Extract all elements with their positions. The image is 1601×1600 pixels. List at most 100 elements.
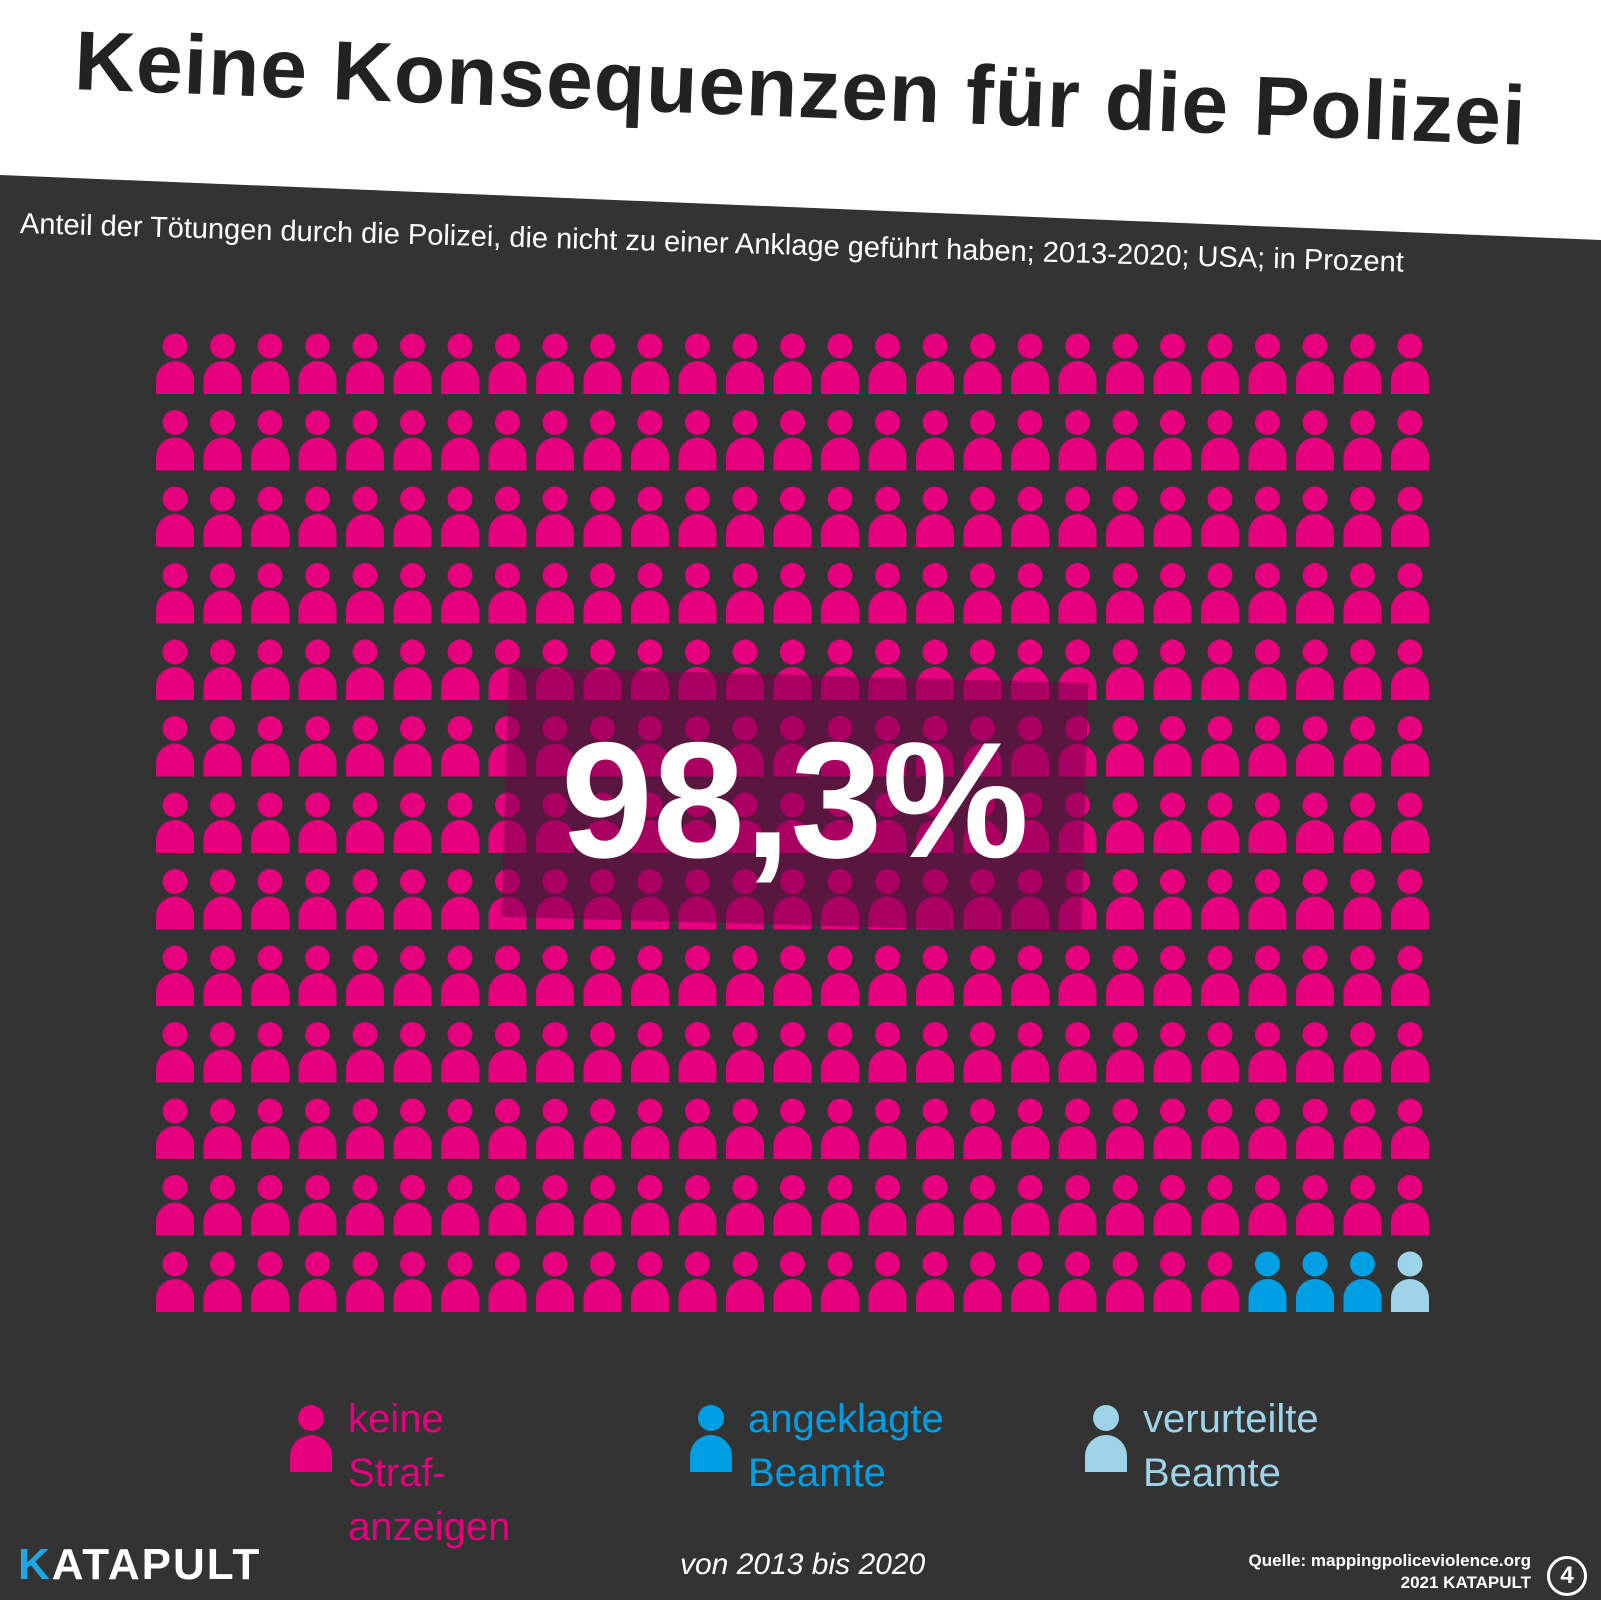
waffle-person-icon xyxy=(631,1175,669,1236)
waffle-person-icon xyxy=(298,333,337,394)
waffle-person-icon xyxy=(346,792,384,853)
waffle-person-icon xyxy=(1391,869,1429,930)
waffle-person-icon xyxy=(773,1022,812,1083)
waffle-person-icon xyxy=(1248,716,1287,777)
waffle-person-icon xyxy=(441,486,479,547)
waffle-person-icon xyxy=(251,639,289,700)
waffle-person-icon xyxy=(346,486,384,547)
waffle-person-icon xyxy=(868,486,907,547)
waffle-person-icon xyxy=(773,563,812,624)
waffle-person-icon xyxy=(1153,869,1192,930)
waffle-person-icon xyxy=(821,1175,859,1236)
waffle-person-icon xyxy=(963,486,1002,547)
waffle-person-icon xyxy=(1201,792,1239,853)
waffle-person-icon xyxy=(773,486,812,547)
legend-convicted-line1: verurteilte xyxy=(1143,1397,1319,1441)
waffle-person-icon xyxy=(1296,1175,1334,1236)
waffle-person-icon xyxy=(1296,563,1334,624)
waffle-person-icon xyxy=(1201,716,1239,777)
waffle-person-icon xyxy=(1391,792,1429,853)
waffle-person-icon xyxy=(298,486,337,547)
waffle-person-icon xyxy=(1248,486,1287,547)
waffle-person-icon xyxy=(1153,333,1192,394)
waffle-person-icon xyxy=(1201,1251,1239,1312)
waffle-person-icon xyxy=(963,1098,1002,1159)
waffle-person-icon xyxy=(1248,1175,1287,1236)
waffle-person-icon xyxy=(441,563,479,624)
waffle-person-icon xyxy=(393,410,432,471)
waffle-person-icon xyxy=(1248,1098,1287,1159)
waffle-person-icon xyxy=(1391,1175,1429,1236)
waffle-person-icon xyxy=(583,1175,622,1236)
waffle-person-icon xyxy=(251,716,289,777)
waffle-person-icon xyxy=(488,410,527,471)
waffle-person-icon xyxy=(156,410,194,471)
waffle-person-icon xyxy=(536,1022,574,1083)
waffle-person-icon xyxy=(583,563,622,624)
waffle-person-icon xyxy=(488,945,527,1006)
waffle-person-icon xyxy=(1248,945,1287,1006)
waffle-person-icon xyxy=(298,945,337,1006)
waffle-person-icon xyxy=(868,563,907,624)
legend-convicted-line2: Beamte xyxy=(1143,1451,1281,1495)
waffle-person-icon xyxy=(1248,410,1287,471)
person-icon xyxy=(1085,1405,1127,1472)
waffle-person-icon xyxy=(203,1098,242,1159)
waffle-person-icon xyxy=(346,1251,384,1312)
waffle-person-icon xyxy=(346,410,384,471)
waffle-person-icon xyxy=(298,1022,337,1083)
waffle-person-icon xyxy=(1248,333,1287,394)
waffle-person-icon xyxy=(1296,1251,1334,1312)
waffle-person-icon xyxy=(393,333,432,394)
waffle-person-icon xyxy=(488,1175,527,1236)
waffle-person-icon xyxy=(1153,1022,1192,1083)
waffle-person-icon xyxy=(678,1022,717,1083)
waffle-person-icon xyxy=(156,1022,194,1083)
waffle-person-icon xyxy=(251,333,289,394)
waffle-person-icon xyxy=(1011,486,1049,547)
waffle-person-icon xyxy=(536,563,574,624)
waffle-person-icon xyxy=(1106,486,1144,547)
waffle-person-icon xyxy=(1248,869,1287,930)
waffle-person-icon xyxy=(536,1251,574,1312)
waffle-person-icon xyxy=(156,563,194,624)
waffle-person-icon xyxy=(393,1251,432,1312)
waffle-person-icon xyxy=(1106,792,1144,853)
title-band xyxy=(0,0,1601,240)
waffle-person-icon xyxy=(821,1251,859,1312)
waffle-person-icon xyxy=(488,1022,527,1083)
waffle-person-icon xyxy=(346,1022,384,1083)
waffle-person-icon xyxy=(1058,1251,1097,1312)
waffle-person-icon xyxy=(1391,1098,1429,1159)
waffle-person-icon xyxy=(251,792,289,853)
waffle-person-icon xyxy=(441,716,479,777)
waffle-person-icon xyxy=(441,1251,479,1312)
waffle-person-icon xyxy=(1391,563,1429,624)
waffle-person-icon xyxy=(441,1022,479,1083)
waffle-person-icon xyxy=(963,410,1002,471)
waffle-person-icon xyxy=(821,563,859,624)
waffle-person-icon xyxy=(1391,639,1429,700)
waffle-person-icon xyxy=(1296,945,1334,1006)
waffle-person-icon xyxy=(156,1098,194,1159)
waffle-person-icon xyxy=(1391,333,1429,394)
waffle-person-icon xyxy=(1296,333,1334,394)
waffle-person-icon xyxy=(298,1251,337,1312)
waffle-person-icon xyxy=(1153,1251,1192,1312)
waffle-person-icon xyxy=(203,1022,242,1083)
waffle-person-icon xyxy=(251,1022,289,1083)
waffle-person-icon xyxy=(1343,1022,1382,1083)
waffle-person-icon xyxy=(203,486,242,547)
waffle-person-icon xyxy=(346,1098,384,1159)
waffle-person-icon xyxy=(821,1022,859,1083)
waffle-person-icon xyxy=(441,945,479,1006)
logo-k: K xyxy=(18,1540,52,1589)
waffle-person-icon xyxy=(251,1251,289,1312)
waffle-person-icon xyxy=(963,1022,1002,1083)
waffle-person-icon xyxy=(1391,1022,1429,1083)
waffle-person-icon xyxy=(1201,869,1239,930)
waffle-person-icon xyxy=(1248,563,1287,624)
waffle-person-icon xyxy=(1058,333,1097,394)
waffle-person-icon xyxy=(773,945,812,1006)
waffle-person-icon xyxy=(963,333,1002,394)
